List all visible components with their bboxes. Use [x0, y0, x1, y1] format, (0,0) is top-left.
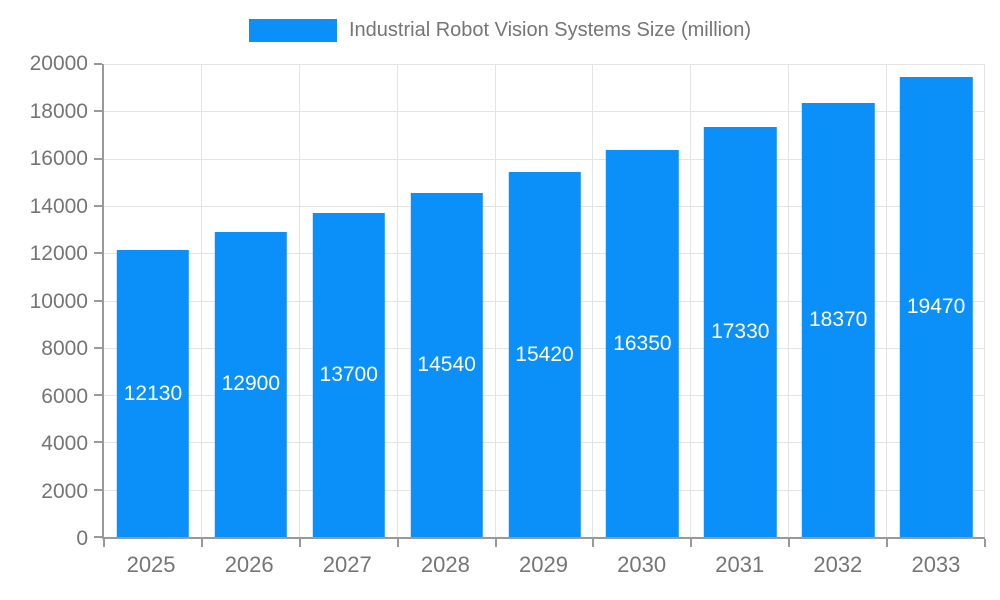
x-axis-label: 2031	[715, 552, 765, 577]
bar-value-label: 18370	[808, 307, 868, 331]
x-axis-label: 2028	[420, 552, 470, 577]
y-axis-label: 0	[76, 527, 88, 550]
bar-value-label: 12130	[123, 381, 183, 405]
bar[interactable]: 13700	[312, 213, 385, 537]
bar-column: 17330	[691, 64, 789, 537]
x-axis-label: 2029	[519, 552, 568, 577]
bar-value-label: 12900	[221, 372, 281, 396]
h-gridline	[104, 64, 985, 65]
bar[interactable]: 19470	[899, 76, 973, 537]
x-tick	[886, 539, 889, 547]
bar[interactable]: 16350	[606, 150, 679, 537]
x-axis-label: 2032	[813, 552, 863, 577]
y-tick	[94, 299, 102, 302]
y-axis-label: 6000	[41, 384, 88, 408]
y-axis-labels: 0 2000 4000 6000 8000 10000 12000 14000 16000 180…	[0, 53, 88, 550]
y-tick	[94, 394, 102, 397]
bar-column: 12130	[104, 64, 202, 537]
y-tick	[94, 157, 102, 160]
x-tick	[396, 539, 399, 547]
x-axis-label: 2033	[911, 552, 961, 577]
h-gridline	[104, 158, 985, 160]
x-tick	[103, 539, 105, 547]
x-axis-label: 2030	[617, 552, 667, 577]
x-tick	[984, 539, 986, 547]
y-axis-label: 12000	[29, 242, 88, 265]
v-gridline	[298, 64, 300, 537]
y-axis-label: 14000	[29, 194, 88, 218]
y-tick	[94, 252, 102, 255]
bar-value-label: 13700	[319, 363, 378, 386]
bars-layer: 12130 12900 13700 14540 15420 16350 17330 18370…	[104, 64, 985, 537]
bar-value-label: 14540	[417, 353, 476, 377]
v-gridline	[396, 64, 398, 537]
h-gridline	[104, 111, 985, 113]
legend-label: Industrial Robot Vision Systems Size (mi…	[348, 19, 751, 41]
bar[interactable]: 14540	[410, 193, 483, 537]
x-tick	[788, 539, 791, 547]
y-axis-label: 18000	[29, 99, 88, 123]
y-axis-label: 10000	[29, 289, 88, 313]
v-gridline	[788, 64, 790, 537]
y-tick	[94, 346, 102, 349]
legend-swatch	[248, 19, 337, 42]
y-axis-label: 16000	[29, 147, 88, 170]
v-gridline	[690, 64, 692, 537]
bar-column: 18370	[789, 64, 887, 537]
bar[interactable]: 12900	[214, 231, 288, 537]
v-gridline	[886, 64, 888, 537]
y-tick	[94, 536, 102, 538]
bar-column: 13700	[300, 64, 398, 537]
bar-column: 14540	[398, 64, 496, 537]
bar-value-label: 17330	[711, 320, 770, 344]
bar[interactable]: 12130	[116, 250, 190, 537]
y-tick	[94, 63, 102, 65]
x-tick	[690, 539, 693, 547]
y-tick	[94, 441, 102, 444]
bar-column: 12900	[202, 64, 300, 537]
v-gridline	[984, 64, 985, 537]
plot-area: 12130 12900 13700 14540 15420 16350 17330 18370…	[94, 63, 986, 547]
bar-value-label: 19470	[906, 294, 966, 318]
x-axis-label: 2026	[224, 552, 274, 577]
x-axis-label: 2025	[126, 552, 176, 577]
y-axis-label: 4000	[41, 432, 88, 455]
y-tick	[94, 488, 102, 491]
v-gridline	[592, 64, 594, 537]
y-axis-label: 2000	[41, 479, 88, 503]
legend[interactable]: Industrial Robot Vision Systems Size (mi…	[0, 19, 1000, 42]
y-axis-label: 20000	[29, 52, 88, 75]
v-gridline	[494, 64, 496, 537]
bar-column: 15420	[496, 64, 594, 537]
bar[interactable]: 17330	[704, 127, 777, 537]
v-gridline	[200, 64, 202, 537]
y-axis-label: 8000	[41, 337, 88, 360]
bar-value-label: 15420	[515, 342, 574, 366]
y-tick	[94, 204, 102, 207]
x-tick	[200, 539, 203, 547]
bar-value-label: 16350	[613, 331, 672, 355]
bar-column: 19470	[887, 64, 985, 537]
y-tick	[94, 110, 102, 113]
bar[interactable]: 15420	[508, 172, 581, 537]
x-tick	[298, 539, 301, 547]
bar[interactable]: 18370	[801, 102, 875, 537]
bar-column: 16350	[593, 64, 691, 537]
x-axis-label: 2027	[322, 552, 372, 577]
x-axis-labels: 2025 2026 2027 2028 2029 2030 2031 2032 2033	[102, 552, 985, 578]
x-tick	[592, 539, 595, 547]
x-tick	[494, 539, 497, 547]
